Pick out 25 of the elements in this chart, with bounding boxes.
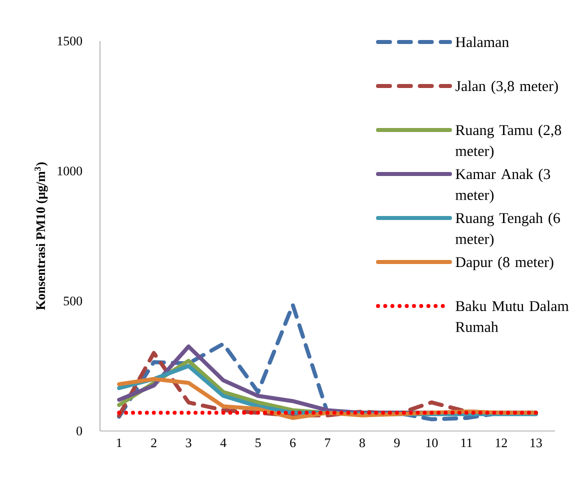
- x-tick-label: 12: [496, 438, 507, 448]
- x-tick-label: 5: [256, 438, 261, 448]
- x-tick-label: 8: [360, 438, 365, 448]
- y-tick-label: 1000: [58, 166, 82, 176]
- legend-label: Ruang Tengah (6 meter): [456, 212, 560, 248]
- x-tick-label: 2: [151, 438, 156, 448]
- x-tick-label: 11: [461, 438, 472, 448]
- legend-label: Jalan (3,8 meter): [456, 80, 558, 94]
- legend-label: Kamar Anak (3 meter): [456, 168, 550, 204]
- legend-label: Dapur (8 meter): [456, 256, 554, 270]
- x-tick-label: 4: [220, 438, 226, 448]
- legend-label: Ruang Tamu (2,8 meter): [456, 124, 562, 160]
- legend-label: Halaman: [456, 36, 509, 48]
- y-tick-label: 1500: [58, 36, 82, 46]
- text: Konsentrasi PM10 (μg/m$^{3}$): [34, 162, 48, 310]
- x-tick-label: 1: [117, 438, 122, 448]
- x-tick-label: 13: [530, 438, 542, 448]
- x-tick-label: 9: [394, 438, 400, 448]
- x-tick-label: 10: [426, 438, 438, 448]
- x-tick-label: 6: [290, 438, 296, 448]
- x-tick-label: 3: [186, 438, 192, 448]
- y-tick-label: 500: [64, 296, 82, 306]
- y-tick-label: 0: [76, 426, 82, 436]
- legend-label: Baku Mutu Dalam Rumah: [456, 300, 569, 332]
- x-tick-label: 7: [325, 438, 330, 447]
